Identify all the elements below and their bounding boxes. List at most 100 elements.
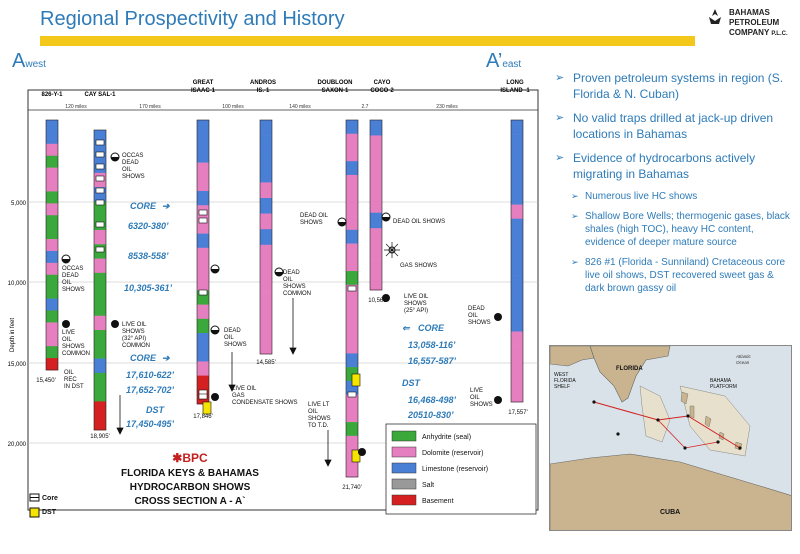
legend-label: Limestone (reservoir) — [422, 466, 488, 473]
lithology-band — [346, 188, 358, 203]
lithology-band — [197, 318, 209, 334]
lithology-band — [197, 176, 209, 192]
lithology-band — [370, 228, 382, 244]
dst-interval: 17,450-495’ — [126, 419, 175, 429]
dst-marker — [351, 373, 361, 387]
show-markers — [61, 152, 502, 456]
lithology-band — [511, 120, 523, 135]
core-marker — [95, 163, 105, 170]
lithology-band — [46, 322, 58, 335]
dst-interval: 20510-830’ — [407, 410, 454, 420]
depth-tick-label: 15,000 — [8, 362, 27, 368]
lithology-band — [511, 204, 523, 219]
lithology-band — [94, 287, 106, 302]
core-marker — [198, 209, 208, 216]
bullet-item: Proven petroleum systems in region (S. F… — [555, 70, 795, 102]
dst-interval: 16,468-498’ — [408, 395, 457, 405]
logo-line-1: BAHAMAS — [729, 8, 770, 17]
lithology-band — [260, 120, 272, 136]
lithology-band — [370, 212, 382, 229]
lithology-band — [94, 372, 106, 388]
core-label: CORE — [130, 201, 157, 211]
caption-line-3: CROSS SECTION A - A` — [134, 496, 245, 507]
bullet-item: Evidence of hydrocarbons actively migrat… — [555, 150, 795, 182]
lithology-band — [511, 359, 523, 375]
lithology-band — [46, 191, 58, 204]
lithology-band — [511, 148, 523, 163]
core-marker — [95, 187, 105, 194]
lithology-band — [511, 387, 523, 403]
lithology-band — [260, 182, 272, 199]
lithology-band — [46, 262, 58, 276]
bullet-list: Proven petroleum systems in region (S. F… — [555, 70, 795, 302]
lithology-band — [197, 304, 209, 320]
lithology-band — [511, 303, 523, 318]
lithology-band — [346, 161, 358, 176]
well-column-outline — [259, 119, 273, 355]
lithology-band — [197, 120, 209, 135]
map-label-platform: BAHAMA PLATFORM — [710, 378, 737, 390]
lithology-band — [46, 227, 58, 240]
legend-label: Anhydrite (seal) — [422, 434, 471, 441]
sub-bullet-item: Shallow Bore Wells; thermogenic gases, b… — [555, 210, 795, 249]
logo-line-3: COMPANY — [729, 28, 770, 37]
key-dst-label: DST — [42, 509, 57, 516]
lithology-band — [370, 166, 382, 183]
core-interval: 8538-558’ — [128, 251, 169, 261]
annotation-occas-left: OCCAS DEAD OIL SHOWS — [62, 266, 85, 293]
lithology-band — [370, 243, 382, 260]
well-name: GREAT — [193, 80, 214, 86]
core-label: CORE — [130, 353, 157, 363]
well-name: ISLAND -1 — [500, 88, 530, 94]
lithology-band — [260, 166, 272, 183]
map-drawing: FLORIDA WEST FLORIDA SHELF BAHAMA PLATFORM … — [550, 346, 791, 530]
lithology-band — [346, 325, 358, 340]
sub-bullet-item: 826 #1 (Florida - Sunniland) Cretaceous … — [555, 256, 795, 295]
lithology-band — [46, 358, 58, 371]
legend-swatch — [391, 478, 417, 490]
dst-label: DST — [402, 378, 422, 388]
depth-tick-label: 5,000 — [11, 201, 27, 207]
lithology-band — [94, 387, 106, 402]
lithology-band — [346, 216, 358, 231]
key-core-label: Core — [42, 495, 58, 502]
lithology-band — [346, 120, 358, 135]
dst-marker — [202, 401, 212, 415]
well-name: 826-Y-1 — [41, 92, 63, 98]
legend-label: Dolomite (reservoir) — [422, 450, 483, 457]
legend-label: Basement — [422, 498, 454, 505]
lithology-band — [197, 276, 209, 291]
logo-mark-icon — [709, 9, 721, 24]
lithology-band — [46, 179, 58, 192]
lithology-band — [94, 358, 106, 374]
lithology-band — [94, 315, 106, 331]
legend-label: Salt — [422, 482, 434, 489]
core-marker — [198, 289, 208, 296]
map-label-shelf: WEST FLORIDA SHELF — [554, 372, 576, 390]
well-name: IS.-1 — [257, 88, 270, 94]
lithology-band — [94, 230, 106, 245]
logo-suffix: P.L.C. — [771, 31, 788, 37]
annotation-dead-cayo: DEAD OIL SHOWS — [393, 219, 445, 225]
lithology-band — [197, 233, 209, 249]
lithology-band — [346, 353, 358, 368]
depth-tick-label: 10,000 — [8, 281, 27, 287]
lithology-band — [346, 435, 358, 450]
lithology-band — [46, 143, 58, 157]
lithology-band — [346, 422, 358, 437]
map-label-ocean: Atlantic Ocean — [735, 354, 752, 365]
lithology-band — [370, 135, 382, 152]
well-name: LONG — [506, 80, 524, 86]
total-depth-label: 17,846' — [193, 414, 213, 420]
lithology-band — [511, 162, 523, 177]
lithology-band — [511, 373, 523, 389]
lithology-band — [46, 250, 58, 264]
show-arrows — [116, 298, 332, 467]
core-interval: 10,305-361’ — [124, 283, 173, 293]
page-title: Regional Prospectivity and History — [40, 8, 345, 30]
lithology-band — [197, 333, 209, 348]
well-column-outline — [510, 119, 524, 403]
lithology-band — [46, 167, 58, 180]
well-name: COCO-2 — [370, 88, 394, 94]
core-interval: 17,652-702’ — [126, 385, 175, 395]
